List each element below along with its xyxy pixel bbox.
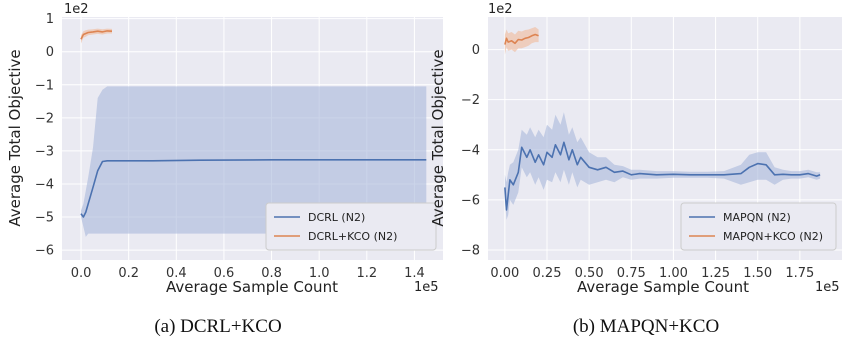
caption-a: (a) DCRL+KCO (154, 316, 281, 337)
caption-b: (b) MAPQN+KCO (573, 316, 719, 337)
y-tick-label: −2 (461, 93, 480, 108)
x-ticks-b: 0.00 0.25 0.50 0.75 1.00 1.25 1.50 1.75 (490, 266, 814, 281)
x-tick-label: 0.25 (533, 266, 562, 281)
x-tick-label: 1.0 (309, 266, 330, 281)
series-band-b-1 (504, 27, 539, 55)
x-tick-label: 1.75 (785, 266, 814, 281)
y-tick-label: −3 (35, 144, 54, 159)
y-tick-label: −4 (35, 177, 54, 192)
series-line-a-1 (80, 30, 113, 40)
x-tick-label: 1.4 (404, 266, 425, 281)
legend-label-mapqn: MAPQN (N2) (723, 211, 791, 224)
lines-a (80, 30, 427, 218)
y-tick-label: −6 (35, 244, 54, 259)
y-tick-label: −5 (35, 211, 54, 226)
lines-b (504, 33, 821, 211)
x-axis-label-a: Average Sample Count (166, 278, 338, 296)
x-tick-label: 1.00 (659, 266, 688, 281)
x-tick-label: 0.8 (261, 266, 282, 281)
legend-label-dcrl: DCRL (N2) (308, 211, 365, 224)
x-tick-label: 0.75 (617, 266, 646, 281)
chart-panel-b: 0.00 0.25 0.50 0.75 1.00 1.25 1.50 1.75 −8−6−4−… (429, 2, 842, 296)
y-tick-label: 0 (472, 43, 480, 58)
legend-a: DCRL (N2) DCRL+KCO (N2) (265, 202, 437, 251)
y-tick-label: −2 (35, 111, 54, 126)
x-tick-label: 0.2 (118, 266, 139, 281)
series-band-a-0 (81, 86, 427, 237)
series-line-a-0 (80, 159, 427, 218)
x-axis-label-b: Average Sample Count (577, 278, 749, 296)
x-tick-label: 0.00 (490, 266, 519, 281)
x-tick-label: 0.4 (166, 266, 187, 281)
legend-b: MAPQN (N2) MAPQN+KCO (N2) (680, 202, 837, 251)
x-tick-label: 1.25 (701, 266, 730, 281)
series-line-b-0 (504, 141, 821, 211)
legend-box-a (265, 202, 437, 251)
bands-b (504, 27, 821, 220)
x-tick-label: 1.2 (356, 266, 377, 281)
y-tick-label: −6 (461, 193, 480, 208)
x-tick-label: 0.6 (214, 266, 235, 281)
y-ticks-a: −6 −5 −4 −3 −2 −1 0 1 (35, 12, 54, 258)
chart-panel-a: 0.0 0.2 0.4 0.6 0.8 1.0 1.2 1.4 −6−5−4−3−2−101 … (6, 2, 443, 296)
y-axis-label-b: Average Total Objective (429, 49, 447, 226)
y-tick-label: −1 (35, 78, 54, 93)
y-multiplier-a: 1e2 (64, 2, 89, 17)
legend-label-mapqn-kco: MAPQN+KCO (N2) (723, 230, 823, 243)
x-tick-label: 0.50 (575, 266, 604, 281)
y-axis-label-a: Average Total Objective (6, 49, 24, 226)
x-tick-label: 0.0 (71, 266, 92, 281)
y-tick-label: −4 (461, 143, 480, 158)
y-ticks-b: −8 −6 −4 −2 0 (461, 43, 480, 258)
y-tick-label: 1 (46, 12, 54, 27)
x-multiplier-a: 1e5 (414, 280, 439, 295)
x-ticks-a: 0.0 0.2 0.4 0.6 0.8 1.0 1.2 1.4 (71, 266, 425, 281)
x-tick-label: 1.50 (743, 266, 772, 281)
legend-label-dcrl-kco: DCRL+KCO (N2) (308, 230, 397, 243)
y-tick-label: −8 (461, 243, 480, 258)
legend-box-b (680, 202, 837, 251)
series-line-b-1 (504, 33, 539, 45)
y-tick-label: 0 (46, 45, 54, 60)
x-multiplier-b: 1e5 (815, 280, 840, 295)
series-band-b-0 (504, 112, 821, 220)
y-multiplier-b: 1e2 (488, 2, 513, 17)
